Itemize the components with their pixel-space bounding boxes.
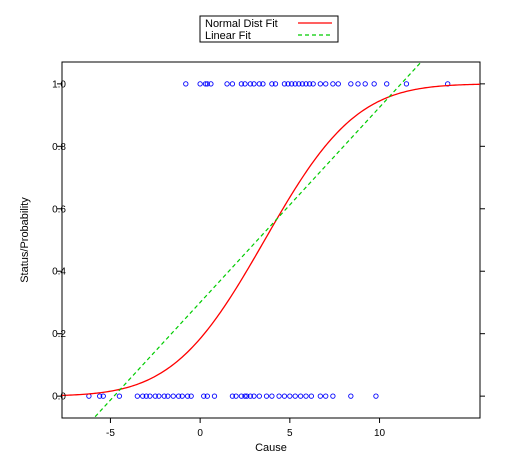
- data-point: [296, 81, 302, 87]
- data-point: [297, 393, 304, 399]
- legend-label-normal-fit: Normal Dist Fit: [205, 18, 278, 30]
- data-point: [183, 81, 189, 87]
- data-point: [247, 81, 254, 87]
- data-point: [306, 81, 313, 87]
- data-point: [147, 393, 153, 399]
- data-point: [175, 393, 182, 399]
- data-point: [229, 81, 236, 87]
- data-point: [260, 81, 266, 87]
- data-point: [281, 393, 288, 399]
- data-point: [355, 81, 361, 87]
- data-point: [384, 81, 390, 87]
- data-point: [208, 81, 214, 87]
- x-axis-title: Cause: [255, 442, 287, 454]
- plot-marks: [62, 62, 480, 418]
- data-point: [371, 81, 377, 87]
- data-point: [161, 393, 167, 399]
- x-tick-label: 10: [374, 428, 386, 439]
- y-tick-label: 0.2: [52, 329, 66, 340]
- data-point: [156, 393, 162, 399]
- data-point: [238, 393, 245, 399]
- data-point: [143, 393, 149, 399]
- data-point: [184, 393, 191, 399]
- data-point: [276, 393, 282, 399]
- data-point: [211, 393, 218, 399]
- data-point: [242, 81, 248, 87]
- data-point: [323, 81, 329, 87]
- legend: Normal Dist Fit Linear Fit: [199, 15, 339, 43]
- data-point: [238, 81, 245, 87]
- data-point: [116, 393, 123, 399]
- data-point: [97, 393, 103, 399]
- data-point: [288, 81, 295, 87]
- data-point: [269, 393, 275, 399]
- data-point: [256, 81, 262, 87]
- data-point: [281, 81, 288, 87]
- y-axis: 0.0 0.2 0.4 0.6 0.8 1.0: [52, 79, 485, 403]
- data-point: [244, 393, 250, 399]
- data-point: [308, 393, 315, 399]
- x-axis: -5 0 5 10: [106, 418, 386, 439]
- data-point: [224, 81, 230, 87]
- data-point: [247, 393, 254, 399]
- data-point: [201, 393, 207, 399]
- data-point: [323, 393, 329, 399]
- data-point: [403, 81, 410, 87]
- y-tick-label: 0.8: [52, 142, 66, 153]
- data-point: [348, 81, 354, 87]
- data-point: [299, 81, 306, 87]
- y-tick-label: 1.0: [52, 79, 66, 90]
- legend-label-linear-fit: Linear Fit: [205, 30, 251, 42]
- data-point: [317, 81, 323, 87]
- x-tick-label: 5: [287, 428, 293, 439]
- y-axis-title: Status/Probability: [19, 197, 31, 283]
- data-point: [251, 81, 257, 87]
- data-point: [256, 393, 262, 399]
- data-point: [303, 393, 309, 399]
- plot-area-frame: [61, 61, 481, 419]
- data-point: [242, 393, 248, 399]
- data-point: [100, 393, 106, 399]
- data-point: [197, 81, 203, 87]
- data-point: [188, 393, 194, 399]
- data-point: [165, 393, 171, 399]
- data-point: [233, 393, 239, 399]
- normal-dist-fit-curve: [62, 83, 480, 397]
- data-point: [251, 393, 257, 399]
- data-point: [303, 81, 309, 87]
- data-point: [134, 393, 140, 399]
- data-point: [330, 393, 336, 399]
- data-point: [348, 393, 354, 399]
- data-point: [263, 393, 270, 399]
- data-point: [330, 81, 336, 87]
- data-point: [362, 81, 368, 87]
- legend-box: [199, 15, 339, 43]
- data-point: [287, 393, 293, 399]
- data-point: [285, 81, 291, 87]
- x-tick-label: -5: [106, 428, 115, 439]
- data-point: [202, 81, 209, 87]
- linear-fit-line: [93, 62, 422, 418]
- data-point: [310, 81, 316, 87]
- x-tick-label: 0: [197, 428, 203, 439]
- data-point: [229, 393, 236, 399]
- data-point: [373, 393, 379, 399]
- data-point: [335, 81, 341, 87]
- y-tick-label: 0.0: [52, 392, 66, 403]
- data-point: [170, 393, 176, 399]
- y-tick-label: 0.4: [52, 267, 66, 278]
- data-point: [140, 393, 146, 399]
- data-point: [292, 81, 298, 87]
- data-point: [292, 393, 298, 399]
- data-point: [269, 81, 275, 87]
- data-point: [204, 393, 210, 399]
- data-point: [204, 81, 210, 87]
- y-tick-label: 0.6: [52, 204, 66, 215]
- data-point: [317, 393, 323, 399]
- data-point: [179, 393, 185, 399]
- data-point: [152, 393, 158, 399]
- data-point: [272, 81, 279, 87]
